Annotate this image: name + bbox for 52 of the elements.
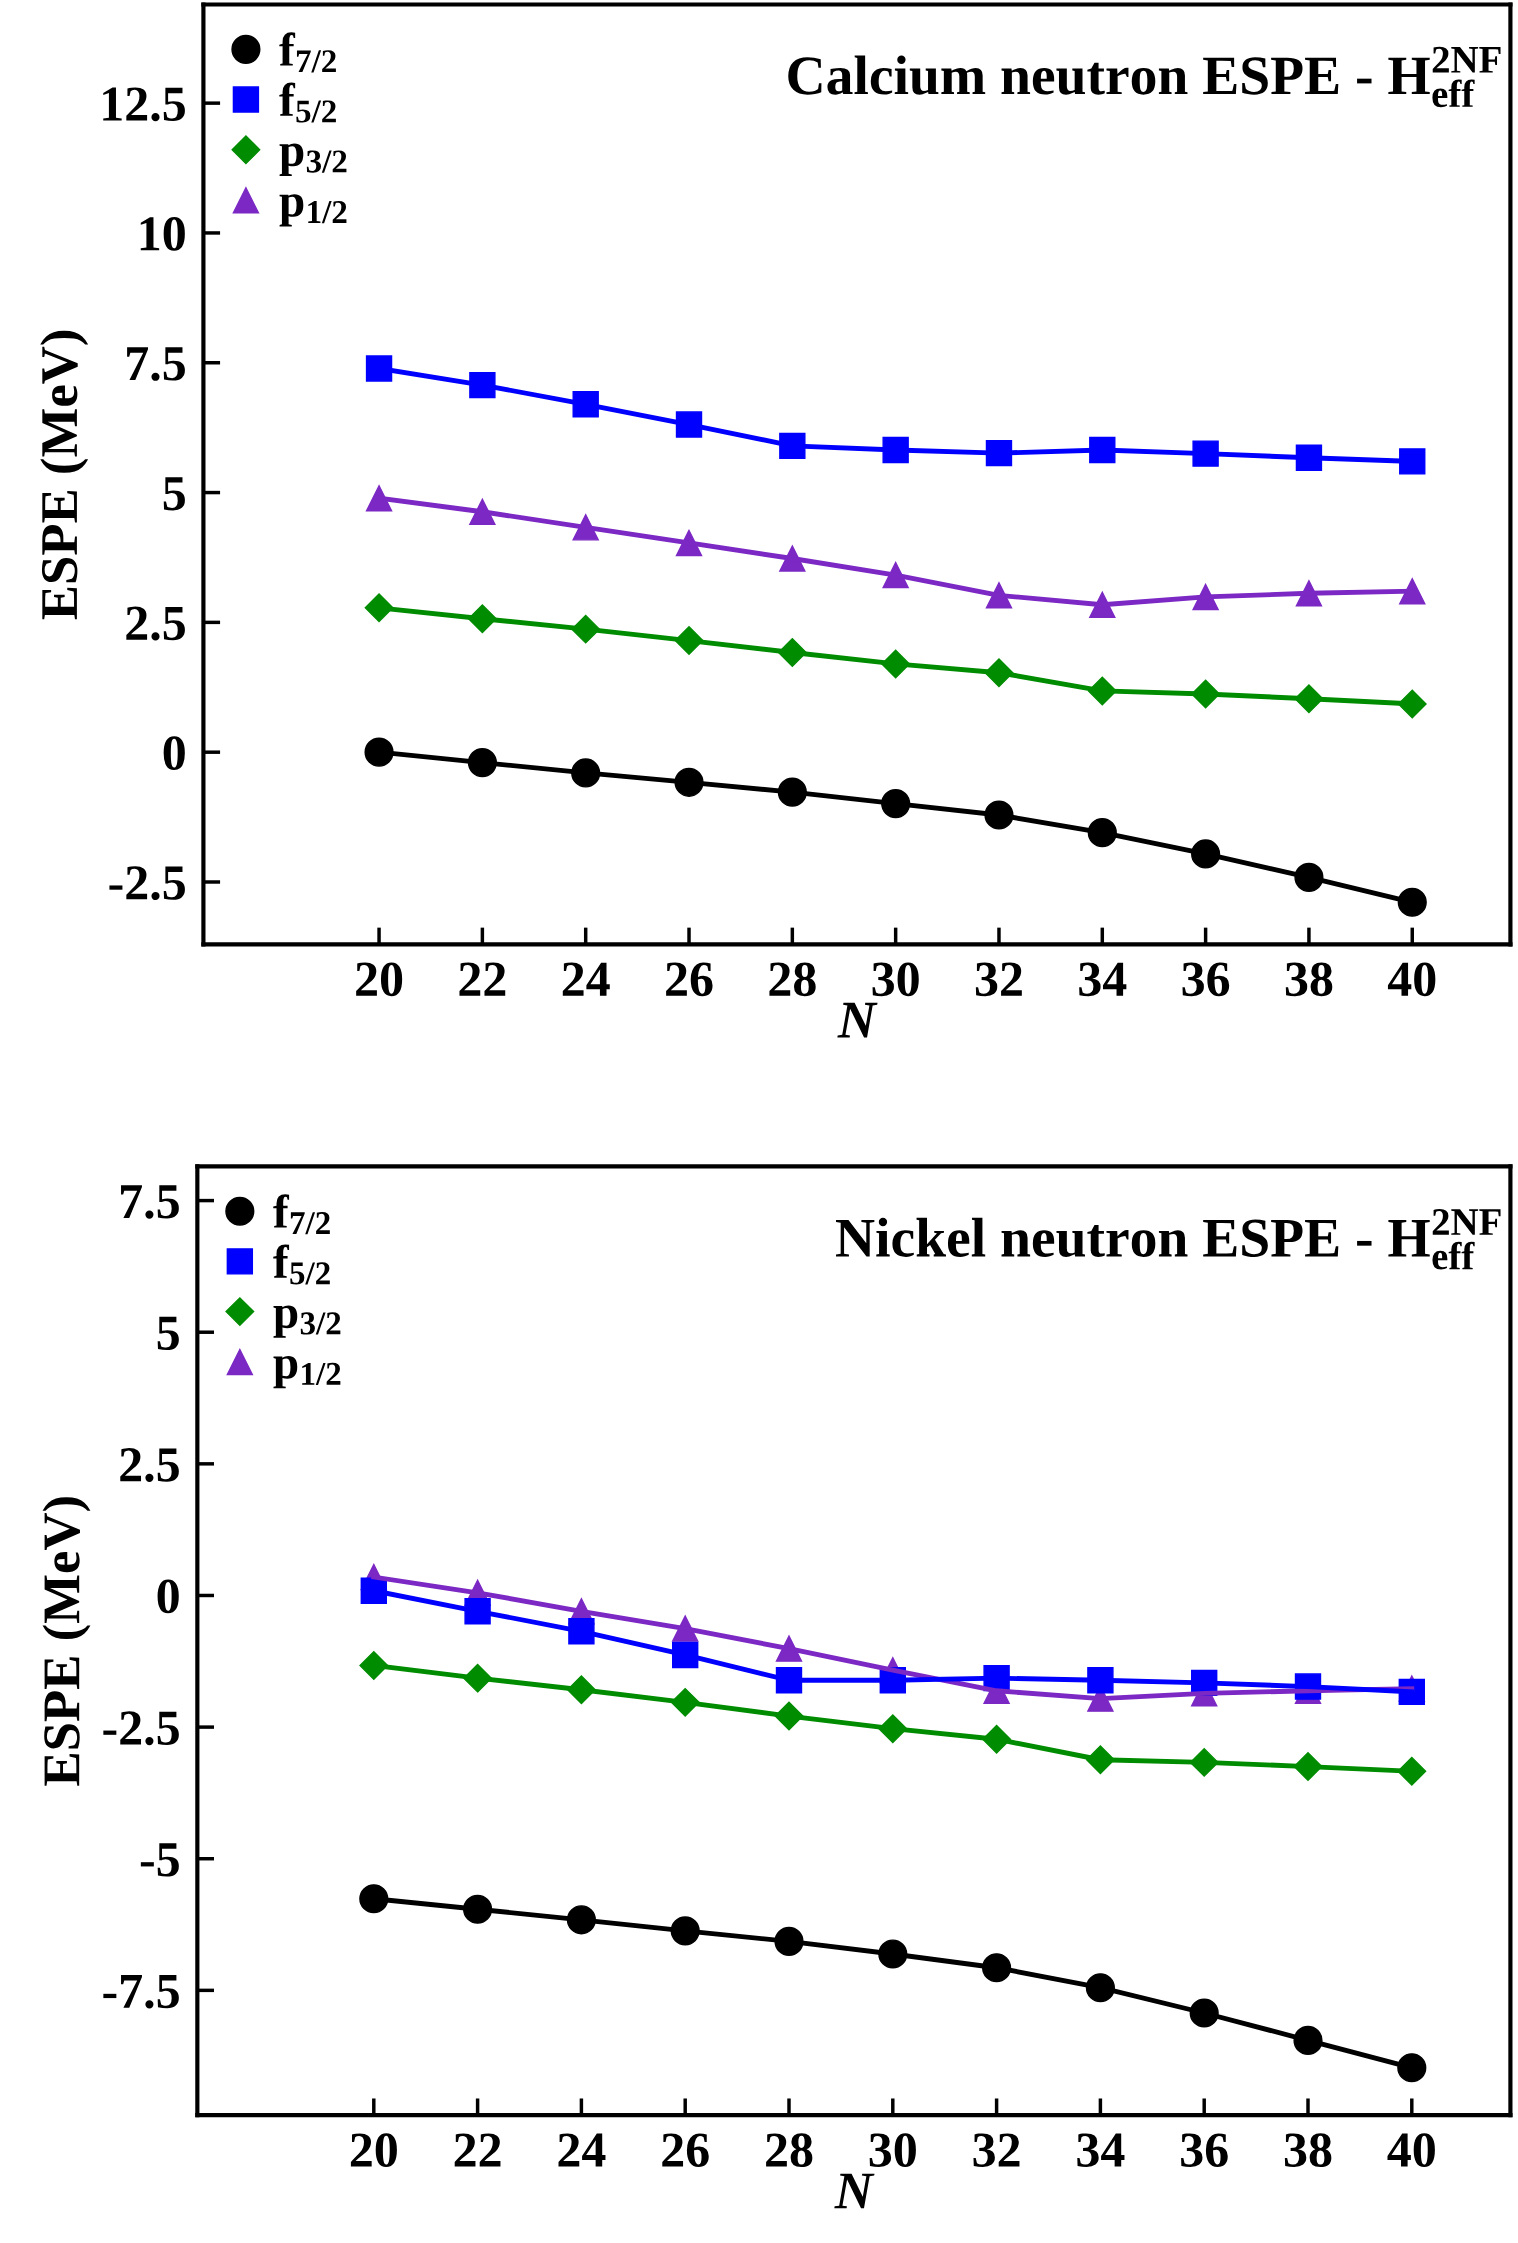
legend-label: p$_{1/2}$ bbox=[273, 1356, 341, 1389]
x-axis-title: N bbox=[834, 2173, 875, 2209]
y-tick-label: 2.5 bbox=[126, 606, 185, 641]
legend-label: f$_{5/2}$ bbox=[279, 82, 336, 123]
y-tick-label: 5 bbox=[157, 1316, 179, 1351]
x-tick-label: 38 bbox=[1285, 962, 1333, 997]
x-tick-label: 40 bbox=[1387, 962, 1436, 997]
y-tick-label: 0 bbox=[157, 1579, 179, 1614]
text: Nickel neutron ESPE - H$^{2NF}$$_{eff}$ bbox=[836, 1209, 1501, 1270]
x-tick-label: 22 bbox=[459, 962, 506, 996]
point bbox=[1399, 448, 1426, 475]
y-tick-label: -2.5 bbox=[103, 1711, 179, 1746]
legend-label: p$_{3/2}$ bbox=[273, 1305, 341, 1338]
x-tick-label: 32 bbox=[975, 962, 1022, 997]
y-tick-label: 7.5 bbox=[121, 1185, 179, 1219]
y-axis-title: ESPE (MeV) bbox=[42, 1497, 91, 1786]
legend-label: p$_{3/2}$ bbox=[279, 143, 347, 176]
legend-label: f$_{7/2}$ bbox=[279, 32, 336, 73]
x-tick-label: 20 bbox=[356, 962, 403, 997]
y-tick-label: 7.5 bbox=[127, 347, 185, 381]
y-tick-label: -7.5 bbox=[103, 1974, 179, 2009]
x-tick-label: 26 bbox=[666, 962, 713, 997]
x-tick-label: 34 bbox=[1077, 2133, 1125, 2167]
text: Calcium neutron ESPE - H$^{2NF}$$_{eff}$ bbox=[788, 46, 1501, 108]
x-tick-label: 28 bbox=[766, 2133, 813, 2167]
y-tick-label: 0 bbox=[163, 736, 185, 771]
x-tick-label: 40 bbox=[1387, 2133, 1435, 2167]
y-tick-label: 12.5 bbox=[103, 87, 185, 122]
y-tick-label: 5 bbox=[163, 477, 185, 511]
x-tick-label: 32 bbox=[973, 2133, 1020, 2167]
point bbox=[365, 355, 393, 382]
x-tick-label: 36 bbox=[1181, 2133, 1228, 2167]
legend-label: f$_{5/2}$ bbox=[273, 1244, 330, 1285]
x-tick-label: 26 bbox=[662, 2133, 709, 2167]
x-tick-label: 30 bbox=[872, 962, 919, 997]
x-tick-label: 30 bbox=[869, 2133, 916, 2167]
x-tick-label: 36 bbox=[1182, 962, 1230, 997]
y-tick-label: -2.5 bbox=[109, 866, 185, 901]
x-tick-label: 34 bbox=[1079, 962, 1127, 997]
x-tick-label: 20 bbox=[350, 2133, 397, 2167]
x-axis-title: N bbox=[837, 1002, 878, 1038]
y-tick-label: 10 bbox=[140, 217, 185, 251]
x-tick-label: 24 bbox=[562, 962, 610, 996]
legend-label: p$_{1/2}$ bbox=[279, 194, 347, 227]
y-tick-label: -5 bbox=[140, 1843, 179, 1877]
x-tick-label: 38 bbox=[1284, 2133, 1332, 2167]
y-tick-label: 2.5 bbox=[120, 1448, 179, 1482]
x-tick-label: 24 bbox=[558, 2133, 606, 2167]
x-tick-label: 22 bbox=[454, 2133, 501, 2167]
x-tick-label: 28 bbox=[769, 962, 816, 997]
y-axis-title: ESPE (MeV) bbox=[40, 330, 89, 620]
legend-label: f$_{7/2}$ bbox=[273, 1194, 330, 1235]
